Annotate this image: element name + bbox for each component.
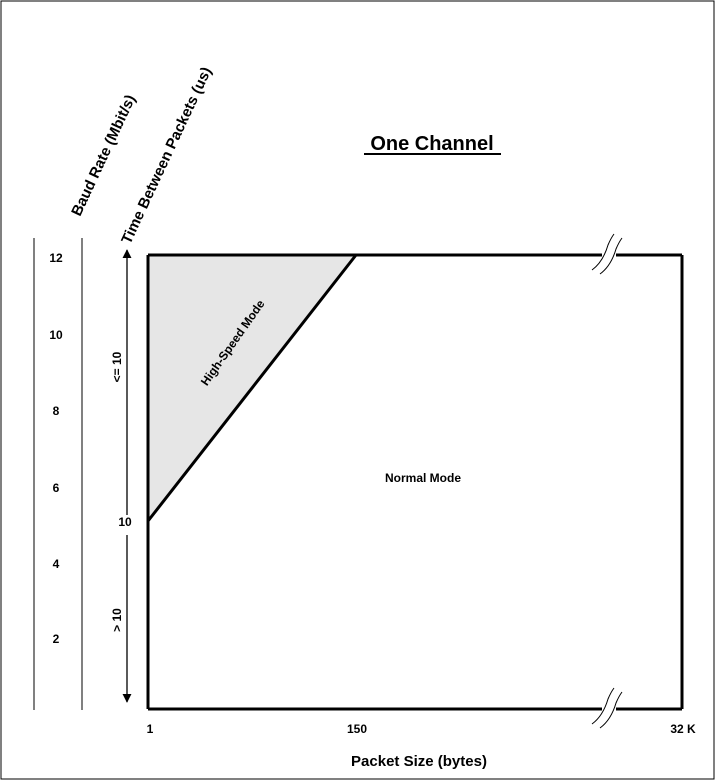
baud-tick-label: 10 xyxy=(49,328,63,342)
baud-rate-axis-label: Baud Rate (Mbit/s) xyxy=(68,92,139,219)
mode-box xyxy=(146,253,684,711)
x-tick-label: 150 xyxy=(347,722,367,736)
x-axis-label: Packet Size (bytes) xyxy=(351,753,487,770)
bottom-break-mark xyxy=(591,687,615,725)
time-between-packets-axis-label: Time Between Packets (us) xyxy=(118,64,215,246)
x-tick-label: 1 xyxy=(147,722,154,736)
top-break-mark xyxy=(591,233,615,271)
baud-tick-labels: 12 10 8 6 4 2 xyxy=(49,251,63,646)
baud-tick-label: 4 xyxy=(53,557,60,571)
normal-mode-label: Normal Mode xyxy=(385,471,461,485)
baud-tick-label: 6 xyxy=(53,481,60,495)
axis-break-marks xyxy=(591,233,623,729)
mode-boundary-line xyxy=(146,254,358,522)
baud-tick-label: 8 xyxy=(53,404,60,418)
time-threshold-label: 10 xyxy=(118,515,132,529)
diagram-title: One Channel xyxy=(370,133,493,155)
time-upper-label: <= 10 xyxy=(110,351,124,382)
top-break-mark xyxy=(599,237,623,275)
baud-tick-label: 2 xyxy=(53,632,60,646)
time-lower-label: > 10 xyxy=(110,608,124,632)
x-tick-label: 32 K xyxy=(670,722,696,736)
baud-tick-label: 12 xyxy=(49,251,63,265)
bottom-break-mark xyxy=(599,691,623,729)
